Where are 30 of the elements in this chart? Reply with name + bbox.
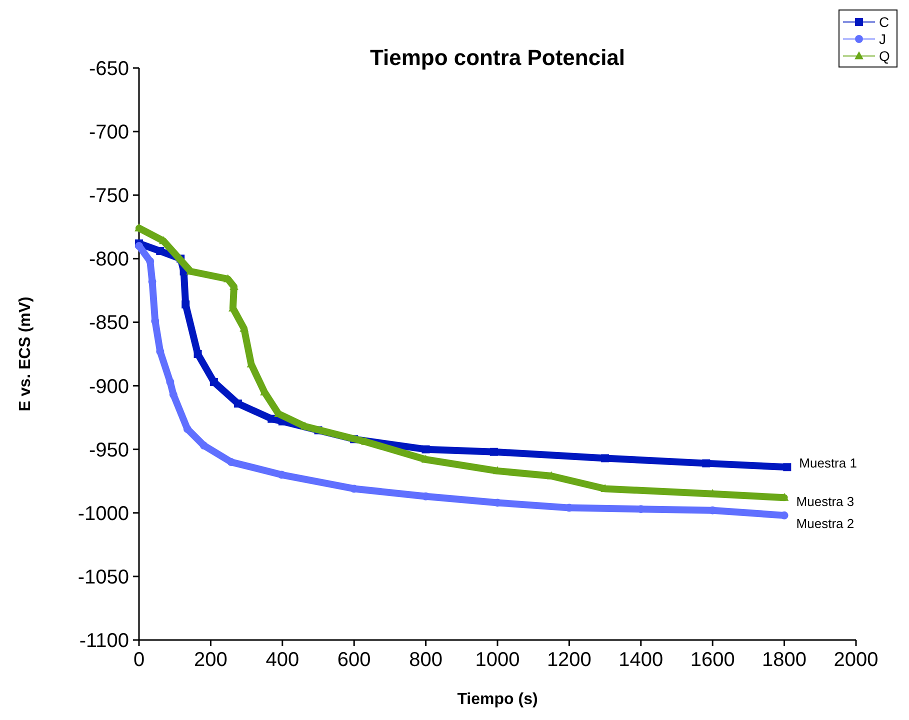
y-tick-label: -650	[88, 58, 129, 80]
legend-label: Q	[879, 48, 890, 64]
x-tick-label: 1200	[546, 649, 592, 671]
x-tick-label: 800	[409, 649, 442, 671]
x-tick-label: 0	[133, 649, 145, 671]
y-tick-label: -850	[88, 312, 129, 334]
x-axis-title: Tiempo (s)	[457, 691, 538, 708]
y-tick-label: -800	[88, 248, 129, 271]
y-tick-label: -950	[88, 439, 129, 462]
y-tick-label: -1100	[79, 630, 129, 652]
annotation: Muestra 3	[796, 494, 854, 510]
chart-title: Tiempo contra Potencial	[370, 45, 626, 70]
y-tick-label: -900	[88, 376, 129, 398]
y-tick-label: -750	[88, 185, 129, 208]
x-tick-label: 1800	[762, 649, 807, 671]
x-tick-label: 1600	[690, 649, 735, 671]
x-tick-label: 600	[337, 649, 371, 671]
y-axis-title: E vs. ECS (mV)	[17, 296, 34, 412]
x-tick-label: 1000	[475, 649, 520, 671]
y-tick-label: -1050	[78, 566, 129, 588]
legend-label: J	[879, 30, 886, 47]
legend-label: C	[879, 14, 890, 30]
x-tick-label: 2000	[834, 649, 878, 671]
y-tick-label: -700	[88, 122, 129, 144]
x-tick-label: 400	[266, 649, 300, 671]
y-tick-label: -1000	[78, 502, 129, 525]
x-tick-label: 1400	[618, 649, 664, 671]
annotation: Muestra 2	[796, 516, 854, 531]
x-tick-label: 200	[194, 649, 228, 671]
annotation: Muestra 1	[799, 456, 857, 471]
